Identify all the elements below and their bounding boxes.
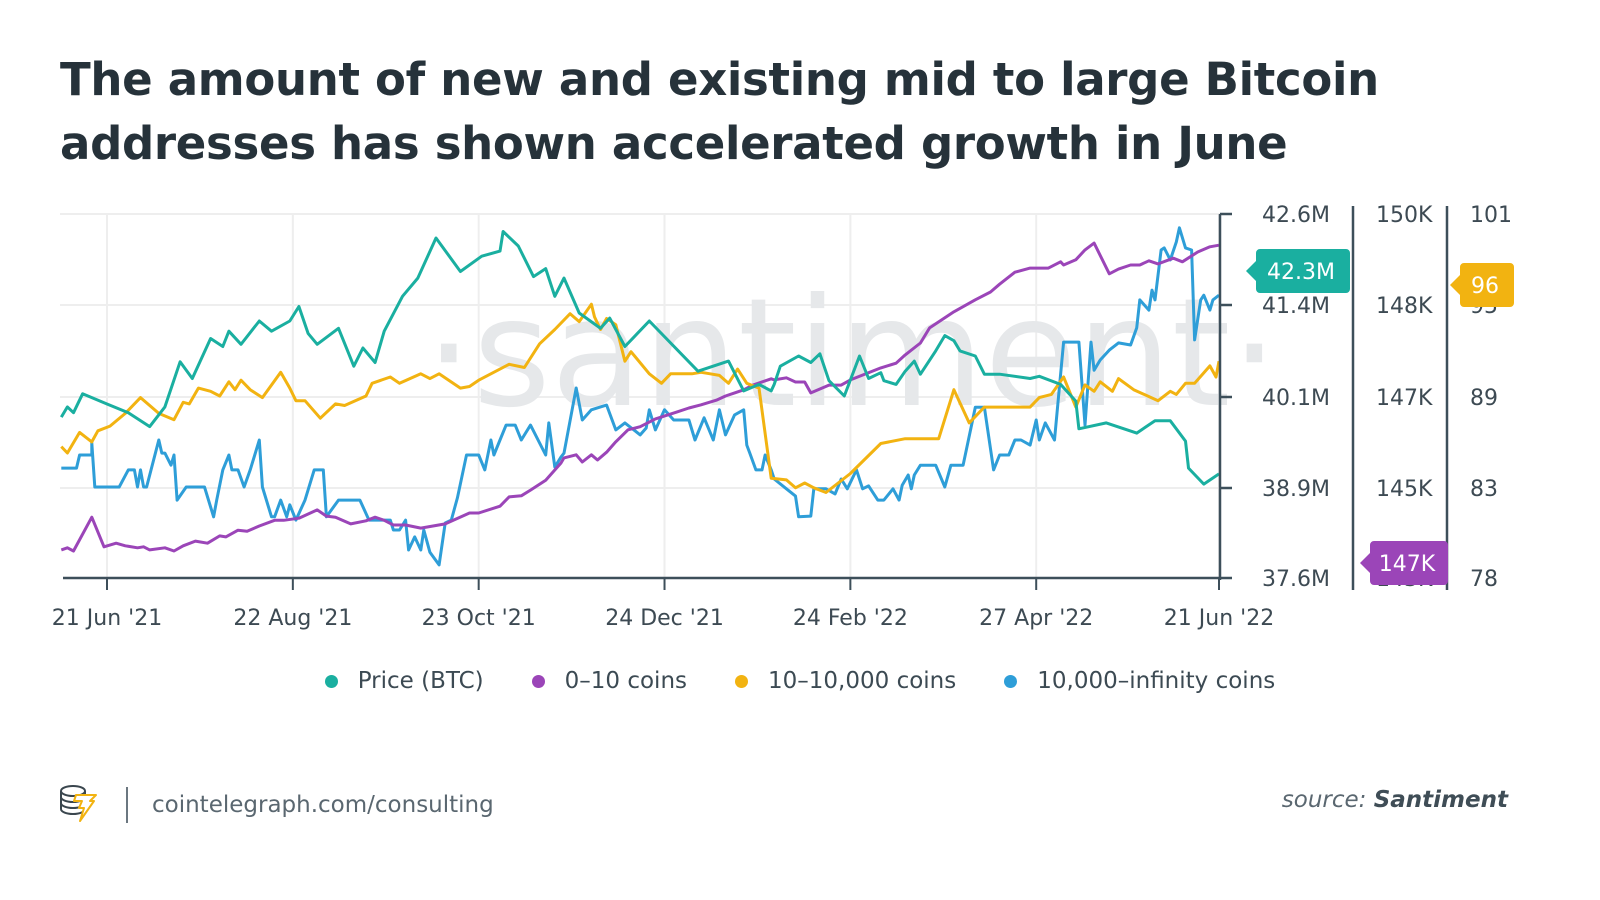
series-lines xyxy=(60,226,1221,567)
legend-item-10000-infinity-coins[interactable]: 10,000–infinity coins xyxy=(1004,668,1275,694)
source-name: Santiment xyxy=(1373,787,1508,813)
value-tags: 42.3M 147K 96 xyxy=(1246,249,1514,585)
legend-item-price[interactable]: Price (BTC) xyxy=(324,668,484,694)
y-tick-label: 83 xyxy=(1470,477,1498,502)
x-tick-label: 24 Dec '21 xyxy=(605,606,724,631)
legend-dot-price-icon xyxy=(324,674,338,688)
source-prefix: source: xyxy=(1281,787,1367,813)
y-tick-label: 40.1M xyxy=(1262,386,1330,411)
x-tick-label: 24 Feb '22 xyxy=(793,606,908,631)
legend-label: 10–10,000 coins xyxy=(768,668,957,694)
x-tick-label: 21 Jun '22 xyxy=(1164,606,1274,631)
value-tag-small xyxy=(1360,541,1448,585)
legend-label: 0–10 coins xyxy=(564,668,688,694)
chart-title: The amount of new and existing mid to la… xyxy=(60,53,1379,170)
y-tick-label: 78 xyxy=(1470,567,1498,592)
y-tick-label: 38.9M xyxy=(1262,477,1330,502)
footer-brand: cointelegraph.com/consulting xyxy=(58,783,494,827)
y-tick-label: 42.6M xyxy=(1262,203,1330,228)
cointelegraph-logo-icon xyxy=(58,783,102,827)
legend-label: Price (BTC) xyxy=(357,668,484,694)
legend: Price (BTC) 0–10 coins 10–10,000 coins 1… xyxy=(0,668,1600,694)
x-axis-ticks: 21 Jun '21 22 Aug '21 23 Oct '21 24 Dec '21… xyxy=(52,578,1274,631)
y-tick-label: 41.4M xyxy=(1262,294,1330,319)
y-tick-label: 89 xyxy=(1470,386,1498,411)
value-tag-label: 42.3M xyxy=(1267,260,1335,285)
y-tick-label: 101 xyxy=(1470,203,1512,228)
value-tag-price xyxy=(1246,249,1350,293)
legend-item-10-10000-coins[interactable]: 10–10,000 coins xyxy=(735,668,956,694)
footer-divider xyxy=(126,787,128,823)
source-credit: source: Santiment xyxy=(1282,787,1508,813)
x-tick-label: 22 Aug '21 xyxy=(233,606,352,631)
gridlines xyxy=(60,213,1221,578)
value-tag-label: 96 xyxy=(1471,274,1499,299)
legend-dot-large-icon xyxy=(1004,674,1018,688)
legend-dot-mid-icon xyxy=(735,674,749,688)
y-tick-label: 145K xyxy=(1376,477,1433,502)
y-tick-label: 150K xyxy=(1376,203,1433,228)
x-tick-label: 27 Apr '22 xyxy=(979,606,1093,631)
series-line-small xyxy=(60,241,1220,553)
legend-dot-small-icon xyxy=(531,674,545,688)
footer-site-link[interactable]: cointelegraph.com/consulting xyxy=(152,792,494,818)
y-tick-label: 147K xyxy=(1376,386,1433,411)
legend-item-0-10-coins[interactable]: 0–10 coins xyxy=(531,668,688,694)
series-line-price xyxy=(60,230,1220,486)
value-tag-mid xyxy=(1450,263,1514,307)
value-tag-label: 147K xyxy=(1379,552,1436,577)
legend-label: 10,000–infinity coins xyxy=(1037,668,1276,694)
x-tick-label: 23 Oct '21 xyxy=(422,606,536,631)
y-tick-label: 148K xyxy=(1376,294,1433,319)
y-tick-label: 37.6M xyxy=(1262,567,1330,592)
x-tick-label: 21 Jun '21 xyxy=(52,606,162,631)
santiment-watermark: ·santiment· xyxy=(425,267,1278,441)
